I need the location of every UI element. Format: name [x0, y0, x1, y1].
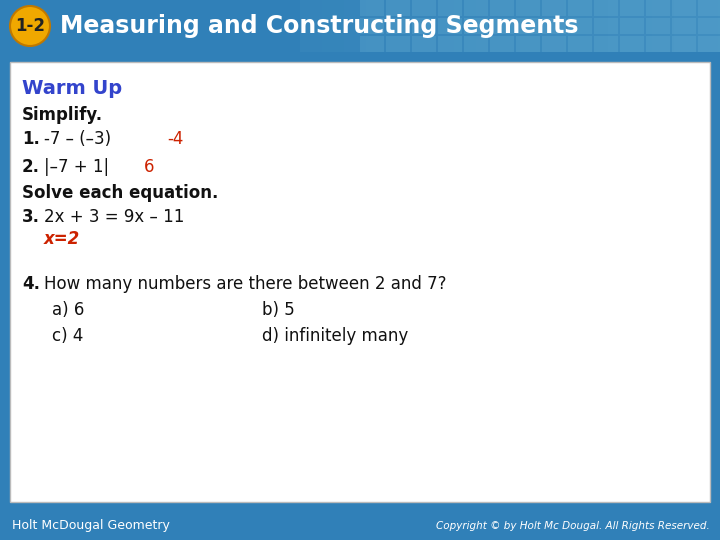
Bar	[490, 0, 514, 16]
Bar	[412, 0, 436, 16]
Bar	[386, 36, 410, 52]
Bar	[516, 36, 540, 52]
Bar	[564, 0, 586, 52]
Text: |–7 + 1|: |–7 + 1|	[44, 158, 109, 176]
Bar	[366, 0, 388, 52]
Bar	[432, 0, 454, 52]
Bar	[672, 0, 696, 16]
Bar	[438, 36, 462, 52]
Bar	[516, 0, 540, 16]
Text: Warm Up: Warm Up	[22, 78, 122, 98]
Text: a) 6: a) 6	[52, 301, 84, 319]
Bar	[672, 18, 696, 34]
Bar	[388, 0, 410, 52]
Bar	[0, 512, 720, 540]
Text: Holt McDougal Geometry: Holt McDougal Geometry	[12, 519, 170, 532]
Bar	[464, 36, 488, 52]
Text: Simplify.: Simplify.	[22, 106, 103, 124]
Bar	[674, 0, 696, 52]
Bar	[698, 0, 720, 16]
Bar	[542, 36, 566, 52]
Bar	[464, 0, 488, 16]
Bar	[568, 18, 592, 34]
Bar	[568, 36, 592, 52]
Bar	[620, 0, 644, 16]
Bar	[594, 36, 618, 52]
Bar	[586, 0, 608, 52]
Text: -7 – (–3): -7 – (–3)	[44, 130, 111, 148]
Bar	[620, 36, 644, 52]
Bar	[322, 0, 344, 52]
Bar	[360, 18, 384, 34]
Bar	[646, 0, 670, 16]
Text: 2.: 2.	[22, 158, 40, 176]
Bar	[0, 0, 720, 52]
Circle shape	[10, 6, 50, 46]
Text: 4.: 4.	[22, 275, 40, 293]
Bar	[646, 36, 670, 52]
Bar	[490, 36, 514, 52]
Text: d) infinitely many: d) infinitely many	[262, 327, 408, 345]
Text: 2x + 3 = 9x – 11: 2x + 3 = 9x – 11	[44, 208, 184, 226]
Bar	[386, 0, 410, 16]
Text: 3.: 3.	[22, 208, 40, 226]
Text: 1-2: 1-2	[15, 17, 45, 35]
Bar	[698, 36, 720, 52]
Bar	[672, 36, 696, 52]
Text: Solve each equation.: Solve each equation.	[22, 184, 218, 202]
Bar	[454, 0, 476, 52]
Bar	[594, 18, 618, 34]
Bar	[344, 0, 366, 52]
Bar	[718, 0, 720, 52]
Text: -4: -4	[167, 130, 184, 148]
Text: c) 4: c) 4	[52, 327, 84, 345]
Bar	[652, 0, 674, 52]
Bar	[696, 0, 718, 52]
Text: Measuring and Constructing Segments: Measuring and Constructing Segments	[60, 14, 578, 38]
Bar	[386, 18, 410, 34]
Bar	[360, 0, 384, 16]
Bar	[698, 18, 720, 34]
Bar	[438, 0, 462, 16]
Bar	[464, 18, 488, 34]
Text: 1.: 1.	[22, 130, 40, 148]
Bar	[10, 62, 710, 502]
Bar	[412, 36, 436, 52]
Bar	[646, 18, 670, 34]
Bar	[594, 0, 618, 16]
Text: How many numbers are there between 2 and 7?: How many numbers are there between 2 and…	[44, 275, 446, 293]
Bar	[410, 0, 432, 52]
Bar	[542, 0, 566, 16]
Bar	[412, 18, 436, 34]
Bar	[438, 18, 462, 34]
Bar	[360, 36, 384, 52]
Bar	[630, 0, 652, 52]
Bar	[520, 0, 542, 52]
Bar	[476, 0, 498, 52]
Bar	[608, 0, 630, 52]
Text: 6: 6	[144, 158, 155, 176]
Bar	[490, 18, 514, 34]
Bar	[300, 0, 322, 52]
Bar	[568, 0, 592, 16]
Bar	[542, 0, 564, 52]
Text: Copyright © by Holt Mc Dougal. All Rights Reserved.: Copyright © by Holt Mc Dougal. All Right…	[436, 521, 710, 531]
Bar	[498, 0, 520, 52]
Text: x=2: x=2	[44, 230, 80, 248]
Bar	[542, 18, 566, 34]
Text: b) 5: b) 5	[262, 301, 294, 319]
Bar	[620, 18, 644, 34]
Bar	[516, 18, 540, 34]
